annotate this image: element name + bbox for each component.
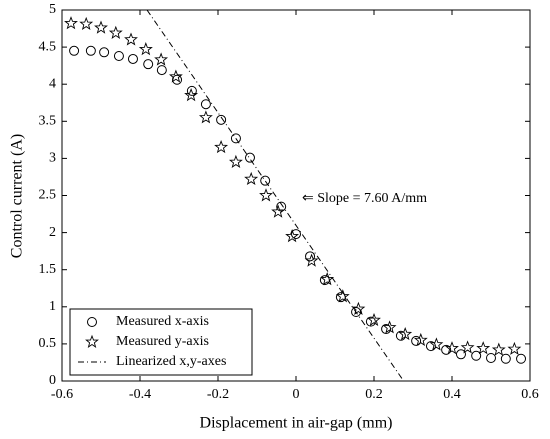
y-tick-label: 1 <box>49 299 56 314</box>
annotation: ⇐ Slope = 7.60 A/mm <box>302 191 427 206</box>
point <box>186 85 197 96</box>
x-axis-label: Displacement in air-gap (mm) <box>200 415 393 432</box>
point <box>304 253 319 267</box>
point <box>445 341 459 355</box>
point <box>411 335 422 346</box>
point <box>214 140 229 154</box>
point <box>351 301 366 315</box>
point <box>79 16 94 31</box>
point <box>382 320 397 334</box>
point <box>365 316 376 327</box>
fit-line <box>146 9 405 382</box>
point <box>413 332 428 347</box>
point <box>108 25 123 39</box>
x-tick-label: 0.6 <box>521 387 539 402</box>
x-tick-label: -0.4 <box>129 387 151 402</box>
point <box>367 312 381 327</box>
point <box>259 188 273 202</box>
point <box>184 88 199 102</box>
point <box>291 229 301 240</box>
y-tick-label: 2 <box>49 225 56 240</box>
point <box>276 201 287 212</box>
point <box>156 65 167 76</box>
point <box>395 330 406 341</box>
x-tick-label: 0.4 <box>443 387 461 402</box>
point <box>85 334 99 348</box>
y-axis-label: Control current (A) <box>9 134 26 258</box>
legend-box <box>69 308 253 376</box>
legend-label: Linearized x,y-axes <box>116 354 226 369</box>
point <box>143 59 154 70</box>
point <box>305 251 316 262</box>
y-tick-label: 4.5 <box>39 39 57 54</box>
point <box>228 154 243 169</box>
point <box>64 16 78 30</box>
point <box>516 353 527 364</box>
point <box>335 289 350 303</box>
point <box>271 204 286 218</box>
y-tick-label: 4 <box>49 76 56 91</box>
point <box>486 352 496 363</box>
y-tick-label: 2.5 <box>39 188 57 203</box>
point <box>285 229 300 243</box>
point <box>99 47 110 58</box>
y-tick-label: 3.5 <box>39 114 57 129</box>
point <box>124 32 138 46</box>
point <box>507 341 522 355</box>
y-tick-label: 0 <box>49 373 56 388</box>
legend-label: Measured y-axis <box>116 334 209 349</box>
point <box>260 175 271 186</box>
point <box>425 341 436 352</box>
point <box>127 53 138 64</box>
point <box>455 349 466 360</box>
y-tick-label: 0.5 <box>39 336 57 351</box>
point <box>154 52 169 66</box>
legend-label: Measured x-axis <box>116 314 209 329</box>
point <box>476 341 491 355</box>
point <box>381 324 392 335</box>
point <box>244 152 255 163</box>
point <box>87 317 97 327</box>
point <box>500 353 511 364</box>
point <box>85 45 96 56</box>
point <box>398 327 413 341</box>
point <box>491 342 506 356</box>
y-tick-label: 1.5 <box>39 262 57 277</box>
point <box>230 133 241 144</box>
point <box>471 350 482 361</box>
y-tick-label: 5 <box>49 2 56 17</box>
point <box>113 51 124 62</box>
point <box>169 69 183 83</box>
point <box>460 340 475 354</box>
x-tick-label: 0.2 <box>365 387 383 402</box>
y-tick-label: 3 <box>49 151 56 166</box>
point <box>351 306 362 317</box>
point <box>244 171 259 186</box>
point <box>216 114 227 125</box>
x-tick-label: 0 <box>293 387 300 402</box>
point <box>441 344 452 355</box>
point <box>429 337 444 351</box>
point <box>200 99 211 110</box>
point <box>138 41 153 56</box>
point <box>320 272 335 286</box>
point <box>198 110 213 124</box>
point <box>69 45 80 56</box>
point <box>94 20 108 34</box>
x-tick-label: -0.6 <box>51 387 73 402</box>
x-tick-label: -0.2 <box>207 387 229 402</box>
